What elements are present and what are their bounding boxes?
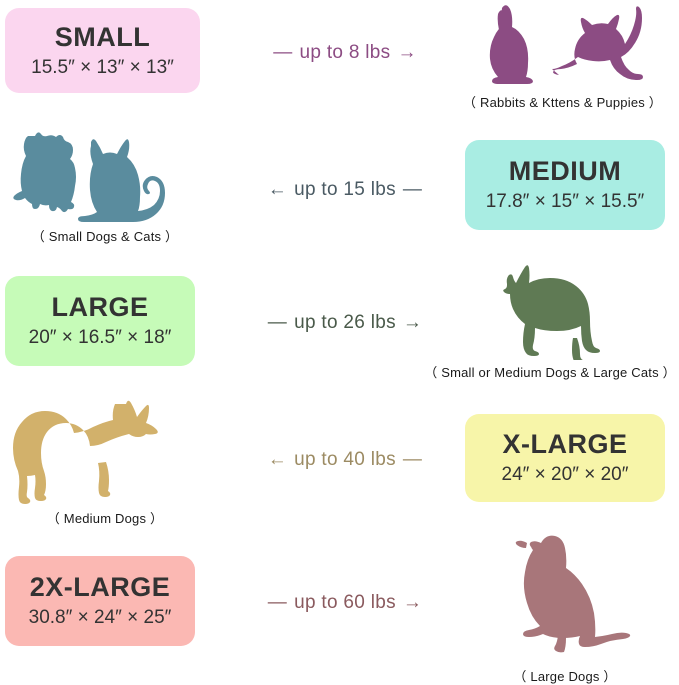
size-row-small: SMALL 15.5″ × 13″ × 13″ — up to 8 lbs → …	[0, 0, 679, 120]
pet-types-caption: （ Small Dogs & Cats ）	[31, 229, 179, 244]
bulldog-hind-leg	[572, 338, 583, 360]
weight-connector-medium: ← up to 15 lbs —	[250, 177, 440, 203]
connector-dash-right: —	[402, 179, 423, 200]
pet-silhouette-group-medium: （ Small Dogs & Cats ）	[5, 124, 205, 245]
pet-silhouette-group-large: （ Small or Medium Dogs & Large Cats ）	[424, 260, 676, 381]
size-badge-dimensions: 30.8″ × 24″ × 25″	[28, 607, 172, 629]
weight-limit-label: up to 26 lbs	[294, 312, 396, 333]
bulldog-silhouette	[503, 265, 600, 360]
large-dog-silhouette	[515, 535, 631, 653]
size-badge-medium: MEDIUM 17.8″ × 15″ × 15.5″	[465, 140, 665, 230]
large-dog-front-leg	[554, 610, 566, 653]
size-badge-title: 2X-LARGE	[29, 572, 171, 603]
size-badge-dimensions: 20″ × 16.5″ × 18″	[28, 327, 172, 349]
weight-limit-label: up to 8 lbs	[299, 42, 391, 63]
weight-connector-small: — up to 8 lbs →	[250, 40, 440, 66]
connector-arrow-right: →	[402, 312, 423, 333]
weight-connector-2xlarge: — up to 60 lbs →	[250, 590, 440, 616]
medium-dog-silhouette	[13, 400, 158, 504]
cat-icon	[78, 139, 165, 222]
weight-connector-large: — up to 26 lbs →	[250, 310, 440, 336]
pet-types-caption: （ Large Dogs ）	[513, 669, 617, 684]
kitten-icon	[552, 6, 643, 80]
size-badge-large: LARGE 20″ × 16.5″ × 18″	[5, 276, 195, 366]
connector-dash-left: —	[267, 312, 288, 333]
weight-connector-xlarge: ← up to 40 lbs —	[250, 447, 440, 473]
connector-dash-left: —	[273, 42, 293, 63]
medium-dog-front-leg	[98, 462, 111, 497]
size-badge-2xlarge: 2X-LARGE 30.8″ × 24″ × 25″	[5, 556, 195, 646]
pet-types-caption: （ Small or Medium Dogs & Large Cats ）	[424, 365, 676, 380]
size-badge-title: SMALL	[54, 21, 151, 52]
weight-limit-label: up to 60 lbs	[294, 592, 396, 613]
rabbit-icon	[489, 5, 533, 85]
small-dog-and-cat-silhouettes	[13, 132, 165, 222]
size-row-medium: （ Small Dogs & Cats ） ← up to 15 lbs — M…	[0, 120, 679, 250]
weight-limit-label: up to 15 lbs	[294, 179, 396, 200]
connector-arrow-left: ←	[267, 449, 288, 470]
large-dog-icon	[515, 535, 631, 647]
size-badge-dimensions: 17.8″ × 15″ × 15.5″	[485, 191, 645, 213]
connector-dash-left: —	[267, 592, 288, 613]
connector-arrow-right: →	[397, 42, 417, 63]
connector-dash-right: —	[402, 449, 423, 470]
size-row-2xlarge: 2X-LARGE 30.8″ × 24″ × 25″ — up to 60 lb…	[0, 532, 679, 684]
size-badge-title: LARGE	[51, 292, 149, 323]
connector-arrow-right: →	[402, 592, 423, 613]
connector-arrow-left: ←	[267, 179, 288, 200]
pet-types-caption: （ Rabbits & Kttens & Puppies ）	[463, 95, 662, 110]
size-badge-xlarge: X-LARGE 24″ × 20″ × 20″	[465, 414, 665, 502]
medium-dog-icon	[13, 400, 158, 504]
small-dog-icon	[13, 132, 77, 213]
rabbit-and-kitten-silhouettes	[489, 5, 643, 85]
size-badge-dimensions: 15.5″ × 13″ × 13″	[31, 56, 174, 78]
size-row-xlarge: （ Medium Dogs ） ← up to 40 lbs — X-LARGE…	[0, 392, 679, 532]
pet-silhouette-group-small: （ Rabbits & Kttens & Puppies ）	[455, 2, 670, 111]
bulldog-icon	[503, 265, 600, 356]
pet-silhouette-group-xlarge: （ Medium Dogs ）	[10, 394, 200, 527]
size-row-large: LARGE 20″ × 16.5″ × 18″ — up to 26 lbs →…	[0, 258, 679, 388]
size-badge-dimensions: 24″ × 20″ × 20″	[501, 464, 629, 486]
weight-limit-label: up to 40 lbs	[294, 449, 396, 470]
size-badge-title: X-LARGE	[502, 429, 628, 460]
pet-silhouette-group-2xlarge: （ Large Dogs ）	[460, 534, 670, 685]
size-badge-small: SMALL 15.5″ × 13″ × 13″	[5, 8, 200, 93]
pet-types-caption: （ Medium Dogs ）	[46, 511, 164, 526]
size-badge-title: MEDIUM	[508, 156, 622, 187]
